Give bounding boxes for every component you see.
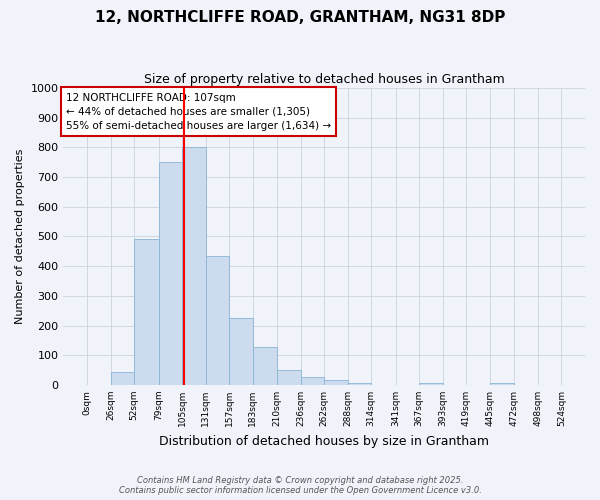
Bar bbox=[419, 382, 443, 385]
Bar bbox=[110, 372, 134, 385]
Bar bbox=[134, 240, 158, 385]
Title: Size of property relative to detached houses in Grantham: Size of property relative to detached ho… bbox=[144, 72, 505, 86]
Bar bbox=[158, 162, 182, 385]
Bar bbox=[490, 384, 514, 385]
Bar bbox=[206, 256, 229, 385]
Bar bbox=[277, 370, 301, 385]
X-axis label: Distribution of detached houses by size in Grantham: Distribution of detached houses by size … bbox=[159, 434, 489, 448]
Text: Contains HM Land Registry data © Crown copyright and database right 2025.
Contai: Contains HM Land Registry data © Crown c… bbox=[119, 476, 481, 495]
Bar bbox=[348, 382, 371, 385]
Bar bbox=[324, 380, 348, 385]
Bar bbox=[229, 318, 253, 385]
Bar bbox=[301, 376, 324, 385]
Bar bbox=[253, 347, 277, 385]
Text: 12 NORTHCLIFFE ROAD: 107sqm
← 44% of detached houses are smaller (1,305)
55% of : 12 NORTHCLIFFE ROAD: 107sqm ← 44% of det… bbox=[66, 92, 331, 130]
Text: 12, NORTHCLIFFE ROAD, GRANTHAM, NG31 8DP: 12, NORTHCLIFFE ROAD, GRANTHAM, NG31 8DP bbox=[95, 10, 505, 25]
Y-axis label: Number of detached properties: Number of detached properties bbox=[15, 149, 25, 324]
Bar bbox=[182, 148, 206, 385]
